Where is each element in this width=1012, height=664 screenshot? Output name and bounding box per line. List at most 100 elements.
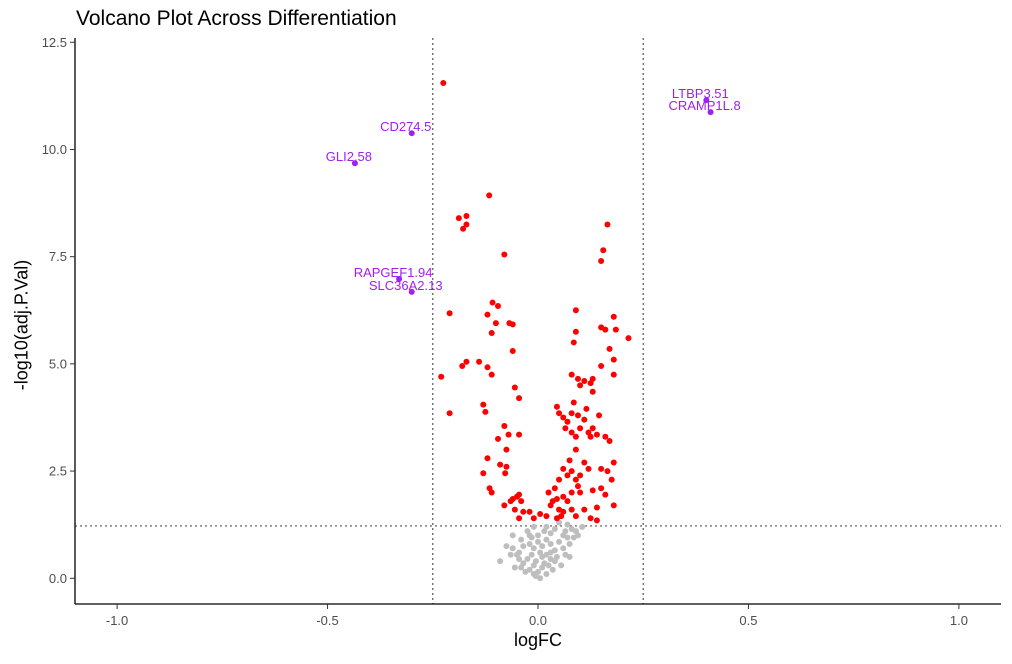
point-not-significant: [543, 570, 550, 577]
point-significant: [587, 515, 594, 522]
point-not-significant: [551, 558, 558, 565]
point-label: SLC36A2.13: [369, 278, 443, 293]
point-not-significant: [537, 549, 544, 556]
point-not-significant: [507, 551, 514, 558]
point-significant: [553, 403, 560, 410]
point-significant: [553, 495, 560, 502]
point-significant: [606, 438, 613, 445]
point-significant: [505, 431, 512, 438]
point-significant: [495, 302, 502, 309]
point-labeled: [351, 160, 358, 167]
point-significant: [438, 373, 445, 380]
point-significant: [566, 457, 573, 464]
point-significant: [583, 405, 590, 412]
point-significant: [604, 468, 611, 475]
point-not-significant: [528, 551, 535, 558]
point-not-significant: [537, 575, 544, 582]
point-significant: [556, 476, 563, 483]
point-significant: [593, 517, 600, 524]
point-not-significant: [549, 566, 556, 573]
point-not-significant: [566, 553, 573, 560]
point-not-significant: [574, 532, 581, 539]
point-not-significant: [520, 543, 527, 550]
point-significant: [568, 410, 575, 417]
point-not-significant: [568, 525, 575, 532]
point-significant: [463, 212, 470, 219]
point-significant: [581, 378, 588, 385]
point-not-significant: [535, 532, 541, 539]
point-significant: [570, 339, 577, 346]
point-significant: [516, 395, 523, 402]
point-significant: [610, 356, 617, 363]
point-not-significant: [497, 558, 504, 565]
x-tick-label: 1.0: [950, 613, 968, 628]
point-significant: [589, 425, 596, 432]
point-labeled: [707, 109, 714, 116]
point-significant: [598, 257, 605, 264]
point-not-significant: [511, 564, 518, 571]
y-tick-label: 7.5: [49, 249, 67, 264]
point-significant: [598, 465, 605, 472]
point-significant: [596, 412, 603, 419]
point-significant: [520, 508, 527, 515]
point-significant: [610, 502, 617, 509]
point-not-significant: [518, 564, 525, 571]
point-significant: [516, 431, 523, 438]
y-tick-label: 10.0: [42, 142, 67, 157]
point-significant: [610, 313, 617, 320]
point-significant: [556, 410, 563, 417]
point-not-significant: [530, 545, 537, 552]
point-significant: [488, 371, 495, 378]
point-significant: [600, 247, 607, 254]
point-not-significant: [539, 543, 546, 550]
point-significant: [572, 513, 579, 520]
point-significant: [511, 384, 518, 391]
point-significant: [503, 463, 510, 470]
point-significant: [568, 506, 575, 513]
point-significant: [581, 459, 588, 466]
point-not-significant: [543, 536, 550, 543]
point-significant: [574, 375, 581, 382]
point-not-significant: [530, 523, 537, 530]
y-tick-label: 0.0: [49, 571, 67, 586]
point-significant: [577, 472, 584, 479]
point-significant: [455, 215, 462, 222]
point-significant: [509, 321, 516, 328]
point-not-significant: [509, 545, 516, 552]
point-not-significant: [556, 538, 563, 545]
x-tick-label: 0.0: [529, 613, 547, 628]
point-significant: [459, 363, 466, 370]
point-not-significant: [541, 528, 548, 535]
point-significant: [460, 225, 467, 232]
point-significant: [511, 506, 518, 513]
point-label: GLI2.58: [326, 149, 372, 164]
point-significant: [577, 425, 584, 432]
y-tick-label: 5.0: [49, 356, 67, 371]
point-significant: [581, 506, 588, 513]
x-tick-label: -1.0: [106, 613, 128, 628]
point-not-significant: [516, 549, 523, 556]
point-significant: [560, 465, 567, 472]
point-significant: [440, 80, 447, 87]
point-significant: [625, 335, 632, 342]
point-significant: [581, 416, 588, 423]
point-significant: [604, 221, 611, 228]
point-significant: [602, 433, 609, 440]
point-significant: [488, 489, 495, 496]
point-not-significant: [528, 534, 535, 541]
point-significant: [608, 476, 615, 483]
point-significant: [568, 429, 575, 436]
point-significant: [463, 358, 470, 365]
point-not-significant: [524, 555, 531, 562]
point-significant: [560, 493, 567, 500]
point-significant: [587, 433, 594, 440]
point-significant: [572, 307, 579, 314]
point-label: RAPGEF1.94: [354, 265, 433, 280]
x-tick-label: 0.5: [739, 613, 757, 628]
point-significant: [568, 489, 575, 496]
point-not-significant: [564, 521, 571, 528]
point-significant: [543, 513, 550, 520]
point-significant: [589, 375, 596, 382]
point-significant: [503, 446, 510, 453]
